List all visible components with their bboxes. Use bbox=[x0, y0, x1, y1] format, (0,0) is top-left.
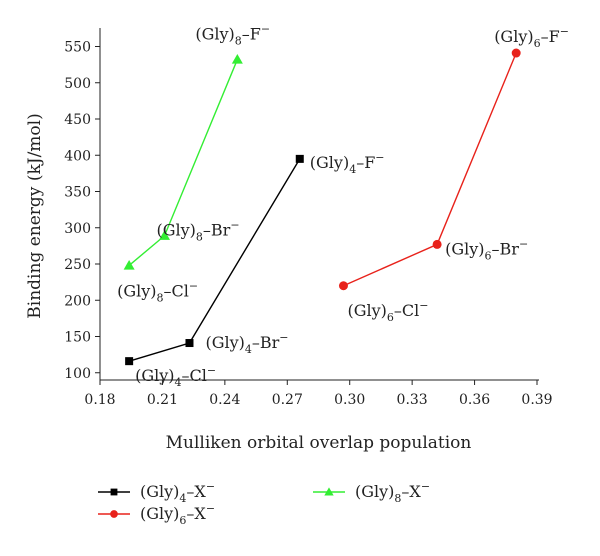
x-tick-label: 0.30 bbox=[334, 392, 365, 408]
y-tick-label: 250 bbox=[64, 257, 91, 273]
legend-label: (Gly)8–X− bbox=[355, 480, 430, 505]
legend-marker bbox=[110, 510, 118, 518]
gly4-data-point bbox=[185, 339, 194, 348]
axes: 0.18 0.21 0.24 0.27 0.30 0.33 0.36 0.39 100 150 20… bbox=[25, 28, 553, 453]
y-axis-title: Binding energy (kJ/mol) bbox=[25, 113, 45, 318]
x-tick-label: 0.39 bbox=[521, 392, 552, 408]
x-tick-label: 0.18 bbox=[84, 392, 115, 408]
x-tick-label: 0.27 bbox=[272, 392, 303, 408]
legend-marker bbox=[324, 487, 334, 496]
legend-label: (Gly)4–X− bbox=[140, 480, 215, 505]
gly8-data-point bbox=[123, 259, 135, 270]
y-tick-label: 400 bbox=[64, 148, 91, 164]
legend-item-gly8: (Gly)8–X− bbox=[313, 480, 430, 505]
gly6-point-label: (Gly)6–Br− bbox=[445, 237, 528, 262]
x-tick-label: 0.21 bbox=[147, 392, 178, 408]
gly4-data-point bbox=[125, 357, 134, 366]
legend-marker bbox=[110, 488, 118, 496]
gly6-point-label: (Gly)6–Cl− bbox=[347, 299, 428, 324]
y-tick-label: 200 bbox=[64, 293, 91, 309]
gly8-point-label: (Gly)8–Br− bbox=[157, 219, 240, 244]
legend-item-gly6: (Gly)6–X− bbox=[98, 502, 215, 527]
gly8-data-point bbox=[159, 230, 171, 240]
legend: (Gly)4–X−(Gly)6–X− (Gly)8–X− bbox=[98, 480, 430, 527]
gly6-data-point bbox=[432, 239, 442, 249]
gly4-point-label: (Gly)4–F− bbox=[310, 151, 385, 176]
gly6-point-label: (Gly)6–F− bbox=[494, 25, 569, 50]
x-tick-label: 0.24 bbox=[209, 392, 240, 408]
legend-item-gly4: (Gly)4–X− bbox=[98, 480, 215, 505]
y-tick-label: 300 bbox=[64, 221, 91, 237]
gly4-point-label: (Gly)4–Cl− bbox=[135, 364, 216, 389]
y-tick-label: 550 bbox=[64, 40, 91, 56]
gly8-point-label: (Gly)8–Cl− bbox=[117, 279, 198, 304]
x-tick-label: 0.33 bbox=[397, 392, 428, 408]
series-lines bbox=[128, 52, 517, 362]
y-tick-label: 100 bbox=[64, 366, 91, 382]
gly6-data-point bbox=[338, 281, 348, 291]
gly8-data-point bbox=[231, 54, 243, 64]
x-axis-title: Mulliken orbital overlap population bbox=[166, 433, 472, 453]
gly8-point-label: (Gly)8–F− bbox=[195, 23, 270, 48]
legend-label: (Gly)6–X− bbox=[140, 502, 215, 527]
y-tick-label: 150 bbox=[64, 330, 91, 346]
gly4-point-label: (Gly)4–Br− bbox=[205, 331, 288, 356]
x-tick-label: 0.36 bbox=[459, 392, 490, 408]
gly6-data-point bbox=[511, 48, 521, 58]
y-tick-label: 450 bbox=[64, 112, 91, 128]
series-markers bbox=[123, 48, 521, 366]
y-tick-label: 500 bbox=[64, 76, 91, 92]
gly4-series-line bbox=[128, 158, 301, 362]
gly4-data-point bbox=[295, 154, 304, 163]
point-labels: (Gly)4–Cl− (Gly)4–Br− (Gly)4–F− (Gly)6–Cl− (… bbox=[117, 23, 569, 390]
y-tick-label: 350 bbox=[64, 185, 91, 201]
